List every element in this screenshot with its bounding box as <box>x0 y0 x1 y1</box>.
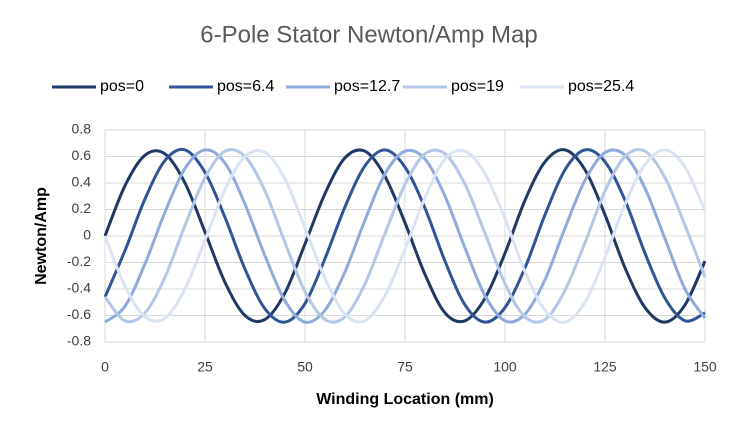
series-line <box>103 148 707 324</box>
y-tick-label: 0.4 <box>72 174 92 190</box>
x-tick-label: 0 <box>101 359 109 375</box>
series-line <box>103 148 707 324</box>
y-tick-label: 0.6 <box>72 147 92 163</box>
x-tick-label: 125 <box>593 359 617 375</box>
legend-label: pos=19 <box>451 78 504 95</box>
y-tick-label: -0.4 <box>67 280 91 296</box>
x-tick-label: 75 <box>397 359 413 375</box>
series-line <box>103 148 707 324</box>
y-tick-label: -0.8 <box>67 333 91 349</box>
chart-title: 6-Pole Stator Newton/Amp Map <box>200 21 538 48</box>
legend-label: pos=25.4 <box>568 78 634 95</box>
series-line <box>103 147 706 324</box>
y-tick-label: 0.8 <box>72 121 92 137</box>
legend-label: pos=0 <box>100 78 144 95</box>
x-tick-label: 100 <box>493 359 517 375</box>
y-tick-label: 0.2 <box>72 200 92 216</box>
x-tick-label: 50 <box>297 359 313 375</box>
y-tick-label: -0.6 <box>67 306 91 322</box>
legend-label: pos=12.7 <box>334 78 400 95</box>
y-axis-label: Newton/Amp <box>33 187 50 285</box>
legend-label: pos=6.4 <box>217 78 274 95</box>
x-axis-label: Winding Location (mm) <box>316 391 494 408</box>
x-tick-label: 150 <box>693 359 717 375</box>
series-line <box>104 148 707 324</box>
y-tick-label: 0 <box>83 227 91 243</box>
x-tick-label: 25 <box>197 359 213 375</box>
y-tick-label: -0.2 <box>67 253 91 269</box>
